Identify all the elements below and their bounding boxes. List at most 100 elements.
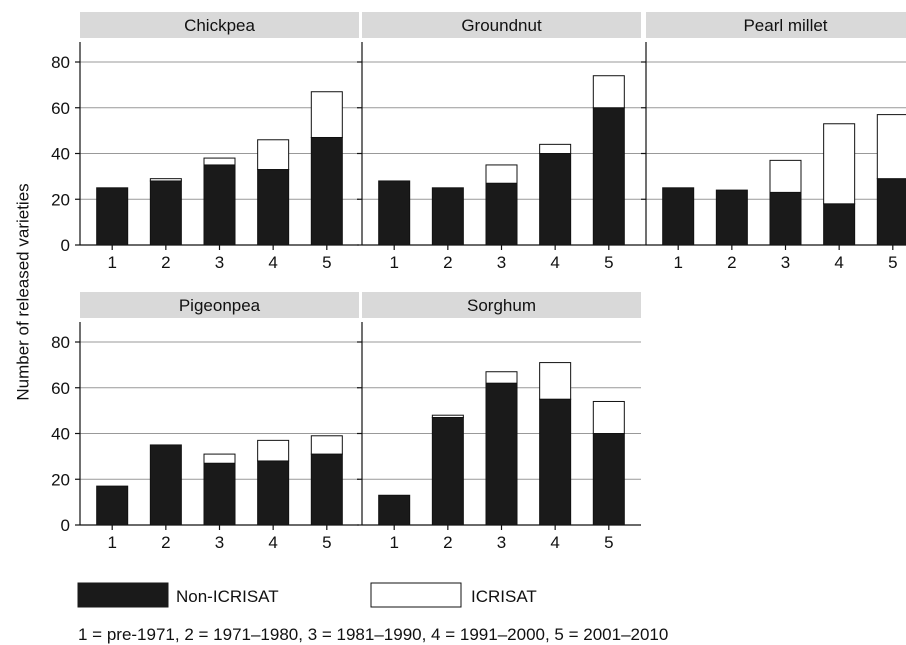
legend-swatch-non-icrisat <box>77 582 169 608</box>
panel-header-sorghum <box>362 292 641 318</box>
panel-title-groundnut: Groundnut <box>461 16 542 35</box>
legend-label-non-icrisat: Non-ICRISAT <box>176 587 279 606</box>
x-tick-label-pigeonpea-4: 4 <box>268 533 277 552</box>
bar-pigeonpea-non-icrisat-2 <box>149 444 182 526</box>
bar-pearl-millet-non-icrisat-1 <box>662 187 695 246</box>
x-tick-label-groundnut-5: 5 <box>604 253 613 272</box>
panel-title-pearl-millet: Pearl millet <box>743 16 827 35</box>
x-tick-label-groundnut-2: 2 <box>443 253 452 272</box>
bar-pigeonpea-non-icrisat-5 <box>310 453 343 526</box>
x-tick-label-pigeonpea-1: 1 <box>107 533 116 552</box>
y-tick-label-chickpea-40: 40 <box>51 145 70 164</box>
y-tick-label-pigeonpea-0: 0 <box>61 516 70 535</box>
x-tick-label-sorghum-4: 4 <box>550 533 559 552</box>
bar-pearl-millet-non-icrisat-5 <box>876 178 906 246</box>
bar-groundnut-non-icrisat-2 <box>431 187 464 246</box>
bar-groundnut-non-icrisat-3 <box>485 182 518 246</box>
y-tick-label-chickpea-60: 60 <box>51 99 70 118</box>
bar-pigeonpea-non-icrisat-3 <box>203 462 236 526</box>
panel-header-groundnut <box>362 12 641 38</box>
x-tick-label-pearl-millet-3: 3 <box>781 253 790 272</box>
bar-pearl-millet-non-icrisat-4 <box>823 203 856 246</box>
panel-sorghum: Sorghum 1 2 3 4 5 <box>357 292 641 552</box>
bar-chickpea-non-icrisat-5 <box>310 136 343 246</box>
panel-title-pigeonpea: Pigeonpea <box>179 296 261 315</box>
bar-sorghum-non-icrisat-3 <box>485 382 518 526</box>
x-tick-label-sorghum-2: 2 <box>443 533 452 552</box>
panel-chickpea: Chickpea 0 20 40 60 80 1 2 3 4 5 <box>51 12 359 272</box>
bar-groundnut-non-icrisat-1 <box>378 180 411 246</box>
bar-chickpea-non-icrisat-3 <box>203 164 236 246</box>
bar-groundnut-icrisat-3 <box>485 164 518 184</box>
bar-chickpea-non-icrisat-2 <box>149 180 182 246</box>
panel-pigeonpea: Pigeonpea 0 20 40 60 80 1 2 3 4 5 <box>51 292 359 552</box>
bar-sorghum-non-icrisat-5 <box>592 433 625 526</box>
x-tick-label-groundnut-1: 1 <box>389 253 398 272</box>
panel-header-pigeonpea <box>80 292 359 318</box>
y-tick-label-pigeonpea-20: 20 <box>51 470 70 489</box>
bar-groundnut-icrisat-5 <box>592 75 625 109</box>
panel-pearl-millet: Pearl millet 1 2 3 4 5 <box>641 12 906 272</box>
bar-pearl-millet-non-icrisat-2 <box>715 189 748 246</box>
panel-groundnut: Groundnut 1 2 3 4 5 <box>357 12 641 272</box>
bar-chickpea-icrisat-5 <box>310 91 343 138</box>
y-axis-label: Number of released varieties <box>13 183 32 400</box>
y-tick-label-pigeonpea-40: 40 <box>51 425 70 444</box>
legend-label-icrisat: ICRISAT <box>471 587 537 606</box>
bar-pigeonpea-non-icrisat-1 <box>96 485 129 526</box>
bar-pearl-millet-icrisat-3 <box>769 159 802 193</box>
bar-sorghum-non-icrisat-4 <box>539 398 572 526</box>
panel-title-chickpea: Chickpea <box>184 16 255 35</box>
bar-chickpea-non-icrisat-1 <box>96 187 129 246</box>
panel-title-sorghum: Sorghum <box>467 296 536 315</box>
panel-header-pearl-millet <box>646 12 906 38</box>
x-tick-label-pearl-millet-4: 4 <box>834 253 843 272</box>
bar-sorghum-icrisat-3 <box>485 371 518 384</box>
x-tick-label-chickpea-4: 4 <box>268 253 277 272</box>
x-tick-label-groundnut-4: 4 <box>550 253 559 272</box>
bar-chickpea-non-icrisat-4 <box>257 169 290 246</box>
y-tick-label-pigeonpea-80: 80 <box>51 333 70 352</box>
x-tick-label-pearl-millet-1: 1 <box>673 253 682 272</box>
bar-chickpea-icrisat-2 <box>149 178 182 182</box>
bar-sorghum-non-icrisat-1 <box>378 494 411 526</box>
x-tick-label-sorghum-5: 5 <box>604 533 613 552</box>
x-tick-label-chickpea-3: 3 <box>215 253 224 272</box>
period-note: 1 = pre-1971, 2 = 1971–1980, 3 = 1981–19… <box>78 625 668 644</box>
bar-groundnut-icrisat-4 <box>539 143 572 155</box>
panel-header-chickpea <box>80 12 359 38</box>
x-tick-label-chickpea-5: 5 <box>322 253 331 272</box>
x-tick-label-pigeonpea-3: 3 <box>215 533 224 552</box>
y-tick-label-chickpea-20: 20 <box>51 190 70 209</box>
x-tick-label-groundnut-3: 3 <box>497 253 506 272</box>
bar-groundnut-non-icrisat-4 <box>539 153 572 246</box>
bar-pearl-millet-non-icrisat-3 <box>769 191 802 246</box>
bar-chickpea-icrisat-3 <box>203 157 236 166</box>
legend-swatch-icrisat <box>370 582 462 608</box>
bar-sorghum-icrisat-5 <box>592 400 625 435</box>
y-tick-label-chickpea-80: 80 <box>51 53 70 72</box>
x-tick-label-sorghum-3: 3 <box>497 533 506 552</box>
bar-pearl-millet-icrisat-4 <box>823 123 856 205</box>
y-tick-label-chickpea-0: 0 <box>61 236 70 255</box>
x-tick-label-chickpea-1: 1 <box>107 253 116 272</box>
bar-pigeonpea-icrisat-5 <box>310 435 343 455</box>
bar-sorghum-icrisat-2 <box>431 414 464 418</box>
bar-sorghum-non-icrisat-2 <box>431 416 464 526</box>
bar-pigeonpea-icrisat-4 <box>257 439 290 462</box>
x-tick-label-chickpea-2: 2 <box>161 253 170 272</box>
x-tick-label-sorghum-1: 1 <box>389 533 398 552</box>
bar-groundnut-non-icrisat-5 <box>592 107 625 246</box>
bar-chickpea-icrisat-4 <box>257 139 290 171</box>
x-tick-label-pearl-millet-2: 2 <box>727 253 736 272</box>
x-tick-label-pigeonpea-2: 2 <box>161 533 170 552</box>
x-tick-label-pigeonpea-5: 5 <box>322 533 331 552</box>
bar-pigeonpea-non-icrisat-4 <box>257 460 290 526</box>
y-tick-label-pigeonpea-60: 60 <box>51 379 70 398</box>
bar-sorghum-icrisat-4 <box>539 362 572 400</box>
bar-pigeonpea-icrisat-3 <box>203 453 236 464</box>
bar-pearl-millet-icrisat-5 <box>876 114 906 180</box>
x-tick-label-pearl-millet-5: 5 <box>888 253 897 272</box>
